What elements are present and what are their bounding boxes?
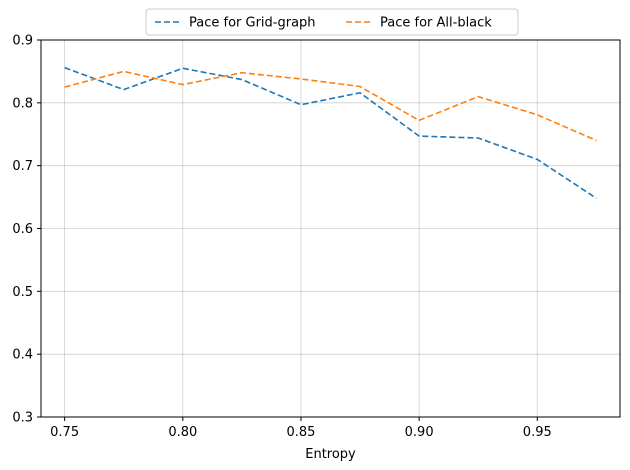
- y-axis: 0.3 0.4 0.5 0.6 0.7 0.8 0.9: [12, 34, 41, 426]
- series-line-1: [64, 66, 597, 199]
- y-tick-label: 0.5: [12, 285, 33, 300]
- legend-box: [145, 8, 519, 36]
- x-tick-label: 0.95: [523, 425, 552, 440]
- x-tick-label: 0.90: [405, 425, 434, 440]
- grid: [41, 39, 620, 418]
- y-tick-label: 0.7: [12, 159, 33, 174]
- x-axis: 0.75 0.80 0.85 0.90 0.95: [50, 417, 552, 440]
- legend-label-2: Pace for All-black: [380, 16, 492, 31]
- x-tick-label: 0.80: [168, 425, 197, 440]
- x-tick-label: 0.85: [286, 425, 315, 440]
- y-tick-label: 0.4: [12, 348, 33, 363]
- legend-label-1: Pace for Grid-graph: [189, 16, 316, 31]
- x-axis-title: Entropy: [305, 447, 356, 462]
- y-tick-label: 0.9: [12, 34, 33, 49]
- y-tick-label: 0.6: [12, 222, 33, 237]
- legend: Pace for Grid-graph Pace for All-black: [145, 8, 519, 36]
- y-tick-label: 0.3: [12, 411, 33, 426]
- x-tick-label: 0.75: [50, 425, 79, 440]
- series-line-2: [64, 70, 597, 142]
- series-layer: [64, 66, 597, 199]
- y-tick-label: 0.8: [12, 96, 33, 111]
